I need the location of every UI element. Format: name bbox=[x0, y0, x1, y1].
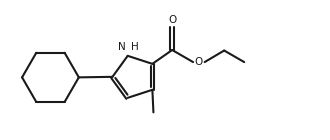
Text: H: H bbox=[131, 42, 138, 52]
Text: O: O bbox=[168, 15, 176, 25]
Text: O: O bbox=[195, 57, 203, 66]
Text: N: N bbox=[118, 42, 126, 52]
